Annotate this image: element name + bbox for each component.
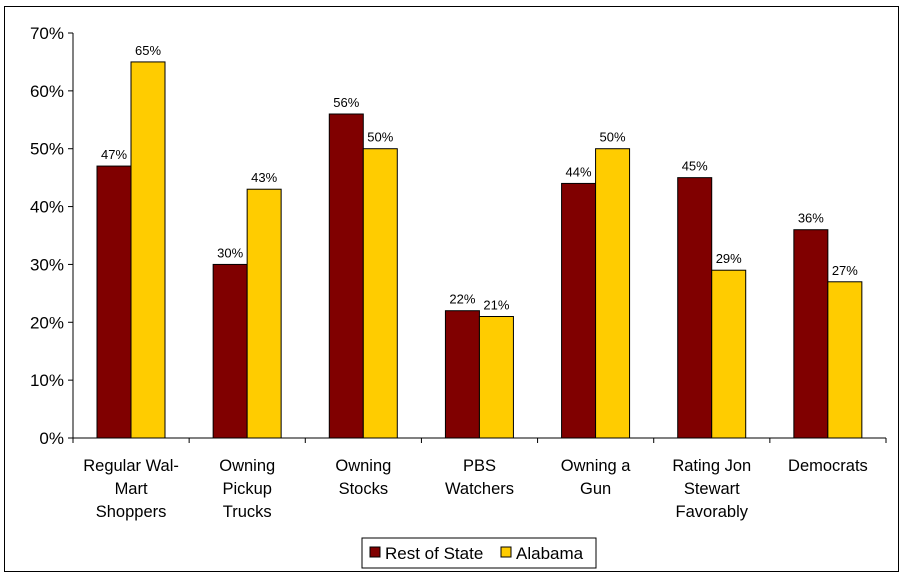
data-label-rest-of-state: 44% xyxy=(566,164,592,179)
chart-frame xyxy=(4,6,899,572)
data-label-rest-of-state: 30% xyxy=(217,245,243,260)
y-tick-label: 60% xyxy=(30,82,64,101)
data-label-alabama: 50% xyxy=(367,130,393,145)
category-label: Pickup xyxy=(222,480,272,498)
category-label: Stocks xyxy=(339,480,389,498)
bar-alabama xyxy=(595,148,631,439)
category-label: Owning a xyxy=(561,457,632,475)
bar-alabama xyxy=(362,148,398,439)
legend-swatch-alabama xyxy=(500,546,512,558)
category-label: Regular Wal- xyxy=(83,457,179,475)
category-label: Owning xyxy=(335,457,391,475)
category-labels: Regular Wal- Mart Shoppers Owning Pickup Truc… xyxy=(83,457,868,521)
legend-label-alabama: Alabama xyxy=(516,544,584,563)
category-label: Trucks xyxy=(223,503,272,521)
bar-rest-of-state xyxy=(444,310,480,439)
data-label-alabama: 29% xyxy=(716,251,742,266)
y-tick-label: 30% xyxy=(30,255,64,274)
y-tick-label: 70% xyxy=(30,24,64,43)
category-label: Stewart xyxy=(684,480,740,498)
data-labels: 47% 30% 56% 22% 44% 45% 36% 65% 43% 50% 21% 50% 29% 2… xyxy=(101,43,858,313)
legend-box xyxy=(361,537,597,569)
bar-rest-of-state xyxy=(328,113,364,439)
bars xyxy=(96,61,863,439)
category-label: PBS xyxy=(463,457,496,475)
data-label-rest-of-state: 36% xyxy=(798,211,824,226)
data-label-rest-of-state: 22% xyxy=(449,292,475,307)
data-label-rest-of-state: 56% xyxy=(333,95,359,110)
bar-rest-of-state xyxy=(677,177,713,439)
bar-rest-of-state xyxy=(96,165,132,439)
y-tick-label: 40% xyxy=(30,198,64,217)
category-label: Favorably xyxy=(676,503,749,521)
data-label-rest-of-state: 47% xyxy=(101,147,127,162)
category-label: Rating Jon xyxy=(672,457,751,475)
data-label-alabama: 21% xyxy=(483,298,509,313)
bar-alabama xyxy=(478,316,514,439)
y-tick-label: 10% xyxy=(30,371,64,390)
x-axis xyxy=(72,437,887,443)
bar-alabama xyxy=(130,61,166,439)
category-label: Shoppers xyxy=(96,503,167,521)
category-label: Owning xyxy=(219,457,275,475)
y-tick-label: 20% xyxy=(30,313,64,332)
category-label: Democrats xyxy=(788,457,868,475)
bar-alabama xyxy=(711,269,747,439)
data-label-alabama: 43% xyxy=(251,170,277,185)
data-label-alabama: 65% xyxy=(135,43,161,58)
legend-label-rest-of-state: Rest of State xyxy=(385,544,483,563)
bar-rest-of-state xyxy=(793,229,829,439)
category-label: Mart xyxy=(115,480,148,498)
y-axis: 0% 10% 20% 30% 40% 50% 60% 70% xyxy=(30,24,74,448)
data-label-alabama: 50% xyxy=(600,130,626,145)
y-tick-label: 0% xyxy=(39,429,64,448)
bar-rest-of-state xyxy=(561,182,597,439)
category-label: Gun xyxy=(580,480,611,498)
bar-alabama xyxy=(827,281,863,439)
bar-rest-of-state xyxy=(212,263,248,439)
data-label-rest-of-state: 45% xyxy=(682,159,708,174)
legend-swatch-rest-of-state xyxy=(369,546,381,558)
y-tick-label: 50% xyxy=(30,140,64,159)
category-label: Watchers xyxy=(445,480,514,498)
data-label-alabama: 27% xyxy=(832,263,858,278)
bar-alabama xyxy=(246,188,282,439)
legend: Rest of State Alabama xyxy=(361,537,597,569)
